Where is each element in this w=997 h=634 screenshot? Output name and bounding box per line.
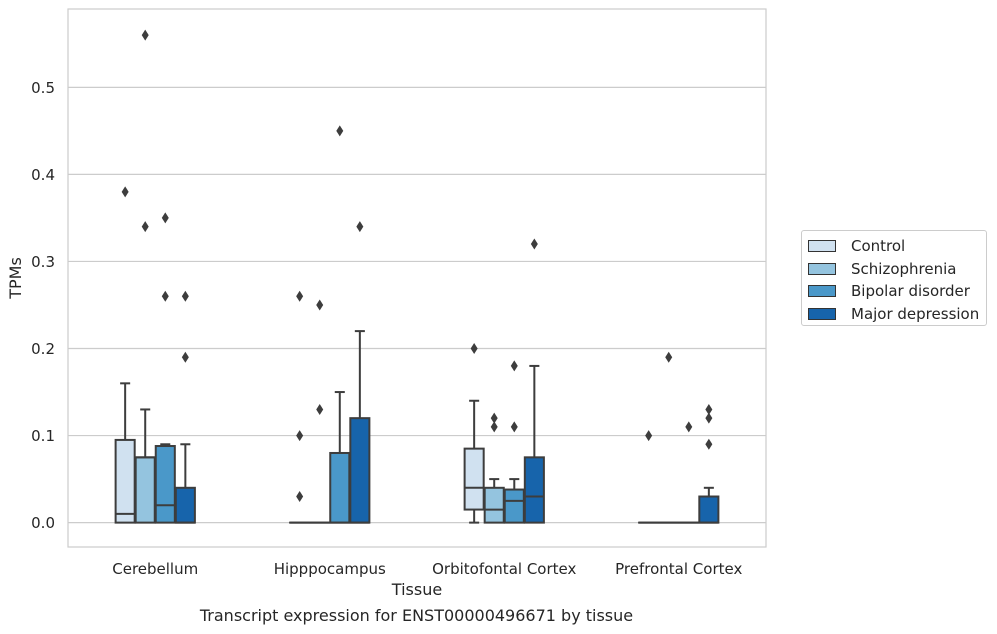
outlier-point bbox=[705, 438, 713, 450]
legend-swatch bbox=[808, 240, 836, 253]
y-tick-label: 0.5 bbox=[31, 79, 55, 97]
outlier-point bbox=[490, 421, 498, 433]
outlier-point bbox=[121, 186, 129, 198]
box-rect bbox=[483, 486, 505, 524]
outlier-point bbox=[510, 360, 518, 372]
legend-item: Control bbox=[808, 235, 986, 258]
box-rect bbox=[174, 486, 196, 524]
box-rect bbox=[463, 447, 485, 511]
legend-label: Major depression bbox=[851, 304, 980, 323]
box-rect bbox=[329, 451, 351, 524]
boxes-layer bbox=[114, 29, 720, 524]
outlier-point bbox=[490, 412, 498, 424]
outlier-point bbox=[356, 221, 364, 233]
outlier-point bbox=[645, 430, 653, 442]
legend: Control Schizophrenia Bipolar disorder Majo… bbox=[801, 230, 987, 326]
box-control bbox=[463, 343, 485, 524]
outlier-point bbox=[336, 125, 344, 137]
y-tick-label: 0.1 bbox=[31, 427, 55, 445]
legend-swatch bbox=[808, 307, 836, 320]
x-tick-label: Prefrontal Cortex bbox=[615, 560, 742, 578]
box-schizophrenia bbox=[309, 299, 331, 524]
outlier-point bbox=[161, 290, 169, 302]
outlier-point bbox=[296, 290, 304, 302]
outlier-point bbox=[665, 351, 673, 363]
legend-item: Major depression bbox=[808, 303, 986, 326]
legend-swatch bbox=[808, 262, 836, 275]
y-ticks: 0.0 0.1 0.2 0.3 0.4 0.5 bbox=[31, 79, 55, 532]
outlier-point bbox=[705, 412, 713, 424]
outlier-point bbox=[296, 430, 304, 442]
box-bipolar-disorder bbox=[503, 360, 525, 524]
box-rect bbox=[349, 417, 371, 524]
legend-label: Schizophrenia bbox=[851, 259, 957, 278]
outlier-point bbox=[510, 421, 518, 433]
y-tick-label: 0.2 bbox=[31, 340, 55, 358]
box-major-depression bbox=[174, 290, 196, 524]
outlier-point bbox=[685, 421, 693, 433]
box-schizophrenia bbox=[134, 29, 156, 524]
y-axis-label: TPMs bbox=[6, 257, 25, 300]
legend-item: Schizophrenia bbox=[808, 258, 986, 281]
legend-item: Bipolar disorder bbox=[808, 280, 986, 303]
outlier-point bbox=[316, 403, 324, 415]
box-bipolar-disorder bbox=[678, 421, 700, 524]
box-schizophrenia bbox=[483, 412, 505, 524]
box-major-depression bbox=[523, 238, 545, 524]
legend-swatch bbox=[808, 285, 836, 298]
outlier-point bbox=[141, 221, 149, 233]
box-rect bbox=[523, 456, 545, 524]
outlier-point bbox=[316, 299, 324, 311]
box-schizophrenia bbox=[658, 351, 680, 524]
box-control bbox=[289, 290, 311, 524]
box-rect bbox=[698, 495, 720, 524]
box-rect bbox=[503, 488, 525, 524]
outlier-point bbox=[705, 403, 713, 415]
outlier-point bbox=[296, 491, 304, 503]
box-rect bbox=[114, 438, 136, 524]
x-ticks: Cerebellum Hipppocampus Orbitofontal Corte… bbox=[112, 560, 742, 578]
x-tick-label: Cerebellum bbox=[112, 560, 198, 578]
outlier-point bbox=[181, 290, 189, 302]
box-control bbox=[114, 186, 136, 524]
box-bipolar-disorder bbox=[329, 125, 351, 524]
box-control bbox=[638, 430, 660, 524]
plot-frame bbox=[67, 8, 767, 548]
chart-caption: Transcript expression for ENST0000049667… bbox=[199, 606, 634, 625]
box-rect bbox=[154, 445, 176, 524]
y-tick-label: 0.3 bbox=[31, 253, 55, 271]
x-tick-label: Hipppocampus bbox=[274, 560, 386, 578]
box-rect bbox=[134, 456, 156, 524]
outlier-point bbox=[470, 343, 478, 355]
x-axis-label: Tissue bbox=[391, 580, 442, 599]
legend-label: Bipolar disorder bbox=[851, 282, 970, 301]
outlier-point bbox=[530, 238, 538, 250]
legend-label: Control bbox=[851, 237, 906, 256]
box-major-depression bbox=[349, 221, 371, 524]
box-major-depression bbox=[698, 403, 720, 524]
outlier-point bbox=[181, 351, 189, 363]
outlier-point bbox=[161, 212, 169, 224]
x-tick-label: Orbitofontal Cortex bbox=[432, 560, 576, 578]
y-tick-label: 0.4 bbox=[31, 166, 55, 184]
y-tick-label: 0.0 bbox=[31, 514, 55, 532]
box-bipolar-disorder bbox=[154, 212, 176, 524]
outlier-point bbox=[141, 29, 149, 41]
